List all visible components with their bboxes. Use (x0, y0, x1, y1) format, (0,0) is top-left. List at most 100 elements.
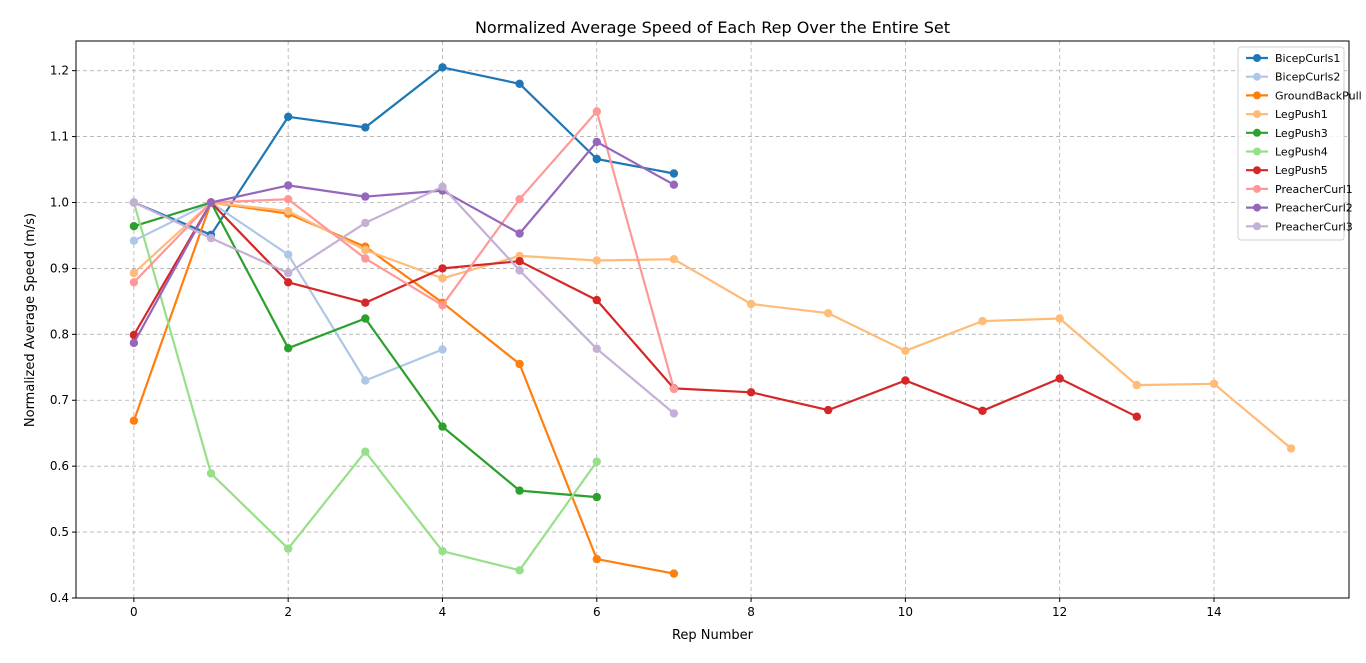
data-point (901, 346, 910, 355)
data-point (1132, 412, 1142, 421)
axis-ticks: 0 2 4 6 8 10 12 14 0.4 0.5 0.6 0.7 0.8 0.9 1.0 1.1 1.2 (50, 64, 1222, 619)
data-point (592, 344, 601, 353)
series-line (133, 110, 675, 390)
data-point (515, 566, 524, 575)
data-point (515, 257, 524, 266)
data-point (515, 359, 524, 369)
data-point (592, 137, 601, 147)
data-point (438, 264, 447, 273)
legend-label: PreacherCurl3 (1275, 220, 1353, 233)
data-point (438, 547, 447, 556)
legend-label: BicepCurls1 (1275, 52, 1340, 65)
legend-marker (1253, 72, 1261, 81)
x-tick-label: 8 (747, 605, 755, 619)
series-line (132, 140, 675, 344)
data-point (1209, 379, 1219, 388)
legend-item: PreacherCurl1 (1246, 183, 1353, 196)
x-tick-label: 6 (593, 605, 601, 619)
series-line (133, 201, 1292, 450)
data-point (284, 268, 293, 278)
legend-marker (1253, 203, 1261, 212)
x-axis-label: Rep Number (672, 628, 754, 643)
data-point (129, 338, 139, 348)
data-point (1055, 374, 1064, 383)
legend-item: LegPush5 (1246, 164, 1328, 177)
series-LegPush5 (129, 198, 1142, 421)
data-point (978, 316, 987, 326)
legend-label: BicepCurls2 (1275, 71, 1340, 84)
series-PreacherCurl2 (129, 137, 679, 348)
legend-label: LegPush1 (1275, 108, 1328, 121)
data-point (978, 406, 987, 415)
series-line (132, 201, 675, 575)
series-line (132, 201, 1138, 418)
data-point (284, 206, 293, 216)
data-point (515, 79, 524, 89)
legend-item: PreacherCurl3 (1246, 220, 1353, 233)
series-BicepCurls1 (129, 63, 679, 239)
data-point (592, 154, 601, 164)
grid (76, 41, 1349, 599)
data-point (361, 254, 370, 263)
legend: BicepCurls1 BicepCurls2 GroundBackPull LegP… (1237, 46, 1362, 241)
data-point (824, 309, 833, 318)
data-point (592, 457, 601, 466)
legend-item: BicepCurls1 (1246, 52, 1340, 65)
data-point (361, 447, 370, 456)
y-tick-label: 0.8 (50, 327, 69, 341)
data-point (669, 169, 679, 178)
legend-label: GroundBackPull (1275, 89, 1362, 102)
series-lines (129, 63, 1296, 578)
legend-marker (1253, 184, 1261, 193)
data-point (361, 245, 370, 255)
legend-marker (1253, 54, 1261, 62)
series-GroundBackPull (129, 198, 679, 578)
series-line (133, 185, 675, 415)
data-point (515, 229, 524, 238)
data-point (284, 181, 293, 190)
x-tick-label: 12 (1052, 605, 1067, 619)
data-point (129, 278, 139, 287)
data-point (515, 195, 524, 204)
legend-label: LegPush3 (1275, 127, 1328, 140)
data-point (592, 107, 601, 116)
y-tick-label: 0.5 (50, 525, 69, 539)
data-point (592, 492, 601, 502)
data-point (129, 236, 139, 245)
chart-title: Normalized Average Speed of Each Rep Ove… (475, 18, 950, 37)
data-point (1132, 380, 1142, 390)
legend-marker (1253, 147, 1261, 156)
data-point (361, 123, 370, 132)
data-point (438, 274, 447, 283)
legend-label: PreacherCurl1 (1275, 183, 1353, 196)
data-point (361, 298, 370, 307)
data-point (284, 195, 293, 204)
data-point (1286, 444, 1296, 453)
plot-frame (75, 40, 1350, 599)
data-point (361, 314, 370, 323)
x-tick-label: 4 (439, 605, 447, 619)
data-point (284, 278, 293, 287)
data-point (669, 569, 679, 578)
data-point (284, 112, 293, 122)
data-point (669, 409, 679, 418)
y-axis-label: Normalized Average Speed (m/s) (23, 213, 38, 427)
data-point (592, 256, 601, 265)
data-point (824, 405, 833, 415)
y-tick-label: 0.9 (50, 261, 69, 275)
data-point (515, 266, 524, 275)
legend-item: GroundBackPull (1246, 89, 1362, 102)
data-point (438, 301, 447, 310)
data-point (129, 222, 139, 231)
data-point (361, 192, 370, 201)
data-point (284, 344, 293, 353)
data-point (901, 376, 910, 385)
data-point (746, 299, 756, 309)
legend-label: LegPush4 (1275, 146, 1328, 159)
x-tick-label: 0 (130, 605, 138, 619)
data-point (438, 422, 447, 431)
x-tick-label: 10 (898, 605, 913, 619)
legend-marker (1253, 222, 1261, 231)
data-point (361, 218, 370, 228)
